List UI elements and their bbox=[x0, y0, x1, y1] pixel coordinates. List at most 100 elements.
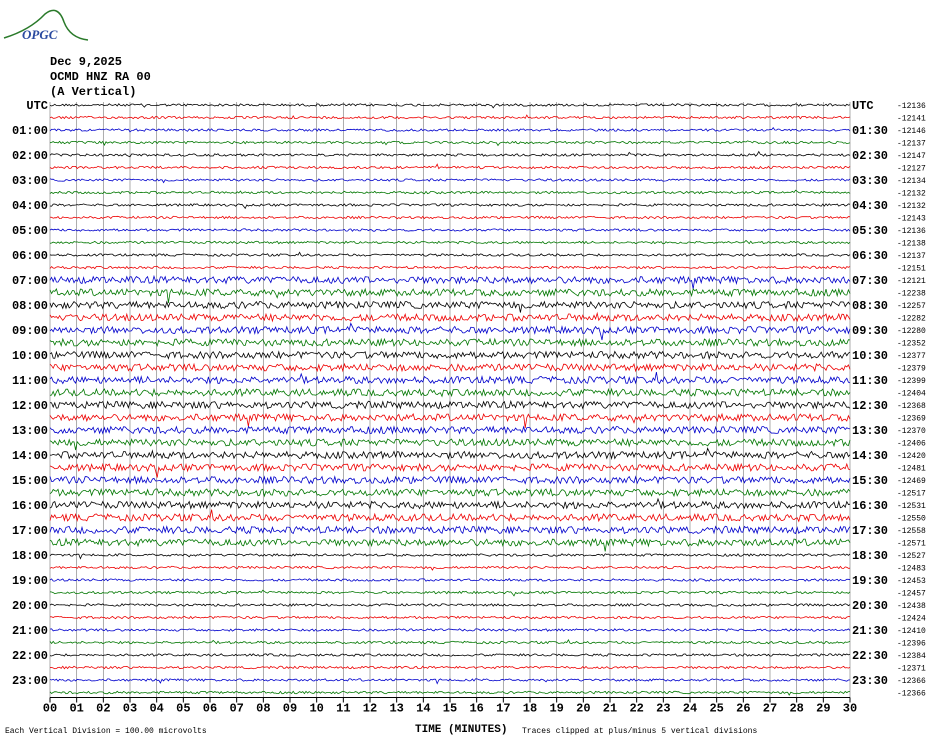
trace bbox=[49, 437, 851, 451]
component: (A Vertical) bbox=[50, 85, 136, 99]
trace-offset: -12438 bbox=[897, 602, 926, 611]
x-tick-label: 13 bbox=[389, 702, 403, 716]
trace-offset: -12136 bbox=[897, 227, 926, 236]
trace-offset: -12282 bbox=[897, 315, 926, 324]
trace bbox=[49, 565, 851, 571]
hour-label: UTC bbox=[26, 99, 48, 113]
hour-label: 08:00 bbox=[12, 299, 48, 313]
hour-label: 07:00 bbox=[12, 274, 48, 288]
hour-label: 22:00 bbox=[12, 649, 48, 663]
half-hour-label: UTC bbox=[852, 99, 874, 113]
trace bbox=[49, 638, 851, 645]
trace bbox=[49, 362, 851, 373]
trace bbox=[49, 425, 851, 435]
trace-offset: -12550 bbox=[897, 515, 926, 524]
trace bbox=[49, 412, 851, 428]
x-tick-label: 06 bbox=[203, 702, 217, 716]
hour-label: 10:00 bbox=[12, 349, 48, 363]
x-tick-label: 26 bbox=[736, 702, 750, 716]
trace-offset: -12137 bbox=[897, 252, 926, 261]
scale-note: Each Vertical Division = 100.00 microvol… bbox=[5, 727, 207, 736]
trace-offset: -12410 bbox=[897, 627, 926, 636]
trace bbox=[49, 350, 851, 360]
trace-offset: -12138 bbox=[897, 240, 926, 249]
trace bbox=[49, 690, 850, 696]
x-tick-label: 20 bbox=[576, 702, 590, 716]
trace-offset: -12371 bbox=[897, 665, 926, 674]
x-tick-label: 03 bbox=[123, 702, 137, 716]
half-hour-label: 11:30 bbox=[852, 374, 888, 388]
half-hour-label: 03:30 bbox=[852, 174, 888, 188]
logo: OPGC bbox=[22, 27, 58, 42]
trace bbox=[49, 653, 851, 657]
trace bbox=[49, 300, 851, 313]
trace bbox=[49, 628, 851, 632]
half-hour-label: 15:30 bbox=[852, 474, 888, 488]
hour-label: 01:00 bbox=[12, 124, 48, 138]
trace bbox=[49, 678, 851, 685]
trace bbox=[49, 589, 851, 597]
hour-label: 04:00 bbox=[12, 199, 48, 213]
trace-offset: -12121 bbox=[897, 277, 926, 286]
hour-label: 12:00 bbox=[12, 399, 48, 413]
x-tick-label: 00 bbox=[43, 702, 57, 716]
half-hour-label: 19:30 bbox=[852, 574, 888, 588]
trace-offset: -12571 bbox=[897, 540, 926, 549]
trace bbox=[49, 203, 851, 210]
trace-offset: -12134 bbox=[897, 177, 926, 186]
hour-label: 18:00 bbox=[12, 549, 48, 563]
trace bbox=[49, 337, 851, 348]
trace bbox=[49, 189, 851, 195]
trace bbox=[49, 665, 851, 670]
trace bbox=[49, 103, 851, 109]
hour-label: 05:00 bbox=[12, 224, 48, 238]
trace-offset: -12257 bbox=[897, 302, 926, 311]
trace bbox=[49, 553, 851, 560]
trace bbox=[49, 322, 851, 341]
trace-offset: -12132 bbox=[897, 202, 926, 211]
trace bbox=[49, 447, 851, 460]
x-tick-label: 30 bbox=[843, 702, 857, 716]
trace bbox=[49, 372, 851, 385]
hour-label: 13:00 bbox=[12, 424, 48, 438]
hour-label: 19:00 bbox=[12, 574, 48, 588]
trace bbox=[49, 399, 851, 410]
half-hour-label: 23:30 bbox=[852, 674, 888, 688]
trace bbox=[49, 509, 851, 523]
trace bbox=[49, 287, 851, 303]
x-tick-label: 08 bbox=[256, 702, 270, 716]
trace bbox=[49, 178, 851, 184]
half-hour-label: 10:30 bbox=[852, 349, 888, 363]
trace bbox=[49, 537, 851, 552]
x-tick-label: 18 bbox=[523, 702, 537, 716]
trace bbox=[49, 114, 851, 120]
x-tick-label: 23 bbox=[656, 702, 670, 716]
trace bbox=[49, 150, 851, 158]
trace-offset: -12404 bbox=[897, 390, 926, 399]
trace bbox=[49, 603, 851, 607]
station: OCMD HNZ RA 00 bbox=[50, 70, 151, 84]
trace bbox=[49, 251, 851, 257]
trace bbox=[49, 163, 851, 170]
hour-label: 23:00 bbox=[12, 674, 48, 688]
x-tick-label: 01 bbox=[69, 702, 83, 716]
half-hour-label: 14:30 bbox=[852, 449, 888, 463]
trace bbox=[49, 487, 851, 498]
trace-offset: -12238 bbox=[897, 290, 926, 299]
trace-offset: -12379 bbox=[897, 365, 926, 374]
hour-label: 09:00 bbox=[12, 324, 48, 338]
trace-offset: -12377 bbox=[897, 352, 926, 361]
half-hour-label: 02:30 bbox=[852, 149, 888, 163]
trace-offset: -12483 bbox=[897, 565, 926, 574]
x-tick-label: 09 bbox=[283, 702, 297, 716]
half-hour-label: 21:30 bbox=[852, 624, 888, 638]
x-tick-label: 17 bbox=[496, 702, 510, 716]
trace-offset: -12469 bbox=[897, 477, 926, 486]
trace-offset: -12280 bbox=[897, 327, 926, 336]
x-tick-label: 07 bbox=[229, 702, 243, 716]
date: Dec 9,2025 bbox=[50, 55, 122, 69]
trace-offset: -12137 bbox=[897, 140, 926, 149]
trace-offset: -12127 bbox=[897, 165, 926, 174]
x-tick-label: 21 bbox=[603, 702, 617, 716]
trace bbox=[49, 140, 851, 147]
